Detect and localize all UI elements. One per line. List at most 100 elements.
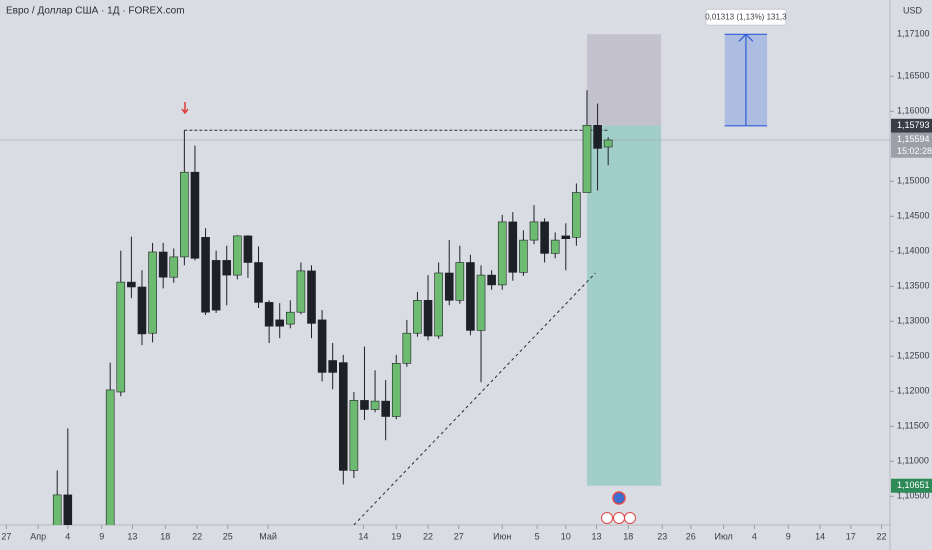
x-tick-label: 14 [358, 531, 368, 541]
candle-body [593, 125, 602, 149]
price-label-box [891, 478, 932, 493]
candle-body [582, 125, 592, 193]
candle-body [275, 319, 285, 327]
price-label: 1,15594 [897, 134, 930, 144]
candle-body [360, 400, 369, 410]
candle-body [63, 494, 73, 525]
x-tick-label: 13 [127, 531, 137, 541]
candle-body [158, 251, 168, 278]
candle-body [540, 221, 549, 254]
price-label: 1,15793 [897, 120, 930, 130]
candle-body [201, 237, 210, 313]
y-tick-label: 1,14000 [897, 246, 930, 256]
measure-label-box [705, 8, 787, 26]
y-tick-label: 1,11000 [897, 456, 929, 466]
x-tick-label: 22 [423, 531, 433, 541]
candle-body [233, 235, 242, 276]
candle-body [434, 272, 443, 337]
candle-body [116, 281, 126, 393]
axes: 1,10500 1,11000 1,11500 1,12000 1,12500 1,130… [1, 27, 932, 541]
candle-body [455, 262, 465, 301]
candle-body [286, 311, 295, 325]
candle-body [402, 332, 412, 364]
candle-body [529, 221, 539, 241]
y-tick-label: 1,12500 [897, 351, 930, 361]
candle-body [487, 274, 496, 286]
countdown: 15:02:28 [897, 146, 932, 156]
countdown-box [891, 145, 932, 158]
x-tick-label: 17 [846, 531, 856, 541]
candle-body [349, 400, 359, 471]
candle-body [105, 389, 115, 525]
candle-body [381, 400, 390, 417]
y-tick-label: 1,13000 [897, 316, 930, 326]
x-tick-label: Май [259, 531, 277, 541]
x-tick-label: 22 [877, 531, 887, 541]
price-label-box [891, 27, 932, 42]
candle-body [370, 400, 380, 410]
candle-body [603, 139, 613, 148]
x-tick-label: 23 [657, 531, 667, 541]
x-tick-label: Июл [715, 531, 733, 541]
candle-body [508, 221, 518, 273]
trend-line [353, 272, 596, 525]
price-label: 1,17100 [897, 29, 930, 39]
event-icon[interactable] [612, 491, 626, 505]
candle-body [466, 262, 475, 331]
candle-body [264, 302, 274, 327]
x-tick-label: 27 [1, 531, 11, 541]
candle-body [307, 270, 316, 324]
x-tick-label: 10 [561, 531, 571, 541]
target-zone [586, 125, 662, 486]
x-tick-label: 13 [592, 531, 602, 541]
stop-zone [586, 34, 662, 126]
x-tick-label: 25 [223, 531, 233, 541]
event-icon[interactable] [624, 512, 636, 524]
candle-body [423, 299, 433, 337]
y-tick-label: 1,10500 [897, 491, 930, 501]
x-tick-label: 22 [192, 531, 202, 541]
measure-label: 0,01313 (1,13%) 131,3 [705, 12, 787, 21]
candle-body [497, 221, 507, 286]
candle-body [328, 360, 337, 373]
candle-body [317, 319, 327, 373]
candle-body [137, 286, 147, 335]
x-tick-label: 9 [99, 531, 104, 541]
candle-body [338, 362, 348, 471]
candle-body [127, 281, 136, 288]
candle-body [550, 239, 560, 254]
candle-body [476, 274, 486, 331]
x-tick-label: Апр [30, 531, 46, 541]
x-tick-label: 14 [815, 531, 825, 541]
x-tick-label: 27 [454, 531, 464, 541]
y-tick-label: 1,13500 [897, 281, 930, 291]
candle-body [169, 256, 179, 278]
x-tick-label: 4 [752, 531, 757, 541]
chart-title: Евро / Доллар США · 1Д · FOREX.com [6, 6, 185, 17]
candle-body [296, 270, 306, 313]
plot-area [0, 33, 890, 525]
candle-body [519, 239, 528, 273]
x-tick-label: 19 [391, 531, 401, 541]
price-label-box [891, 132, 932, 147]
signal-arrow [181, 102, 189, 115]
event-icon[interactable] [601, 512, 613, 524]
y-tick-label: 1,12000 [897, 386, 930, 396]
y-tick-label: 1,14500 [897, 211, 930, 221]
y-tick-label: 1,16000 [897, 106, 930, 116]
currency-label: USD [903, 5, 923, 15]
candle-body [180, 171, 189, 258]
x-tick-label: 5 [535, 531, 540, 541]
candle-body [211, 260, 221, 311]
candle-body [254, 262, 263, 303]
event-icon[interactable] [613, 512, 625, 524]
candle-body [413, 299, 422, 334]
y-tick-label: 1,16500 [897, 71, 930, 81]
x-tick-label: Июн [493, 531, 511, 541]
candle-body [572, 192, 581, 238]
measure-arrow [724, 33, 768, 127]
y-tick-label: 1,15000 [897, 176, 930, 186]
y-tick-label: 1,11500 [897, 421, 929, 431]
